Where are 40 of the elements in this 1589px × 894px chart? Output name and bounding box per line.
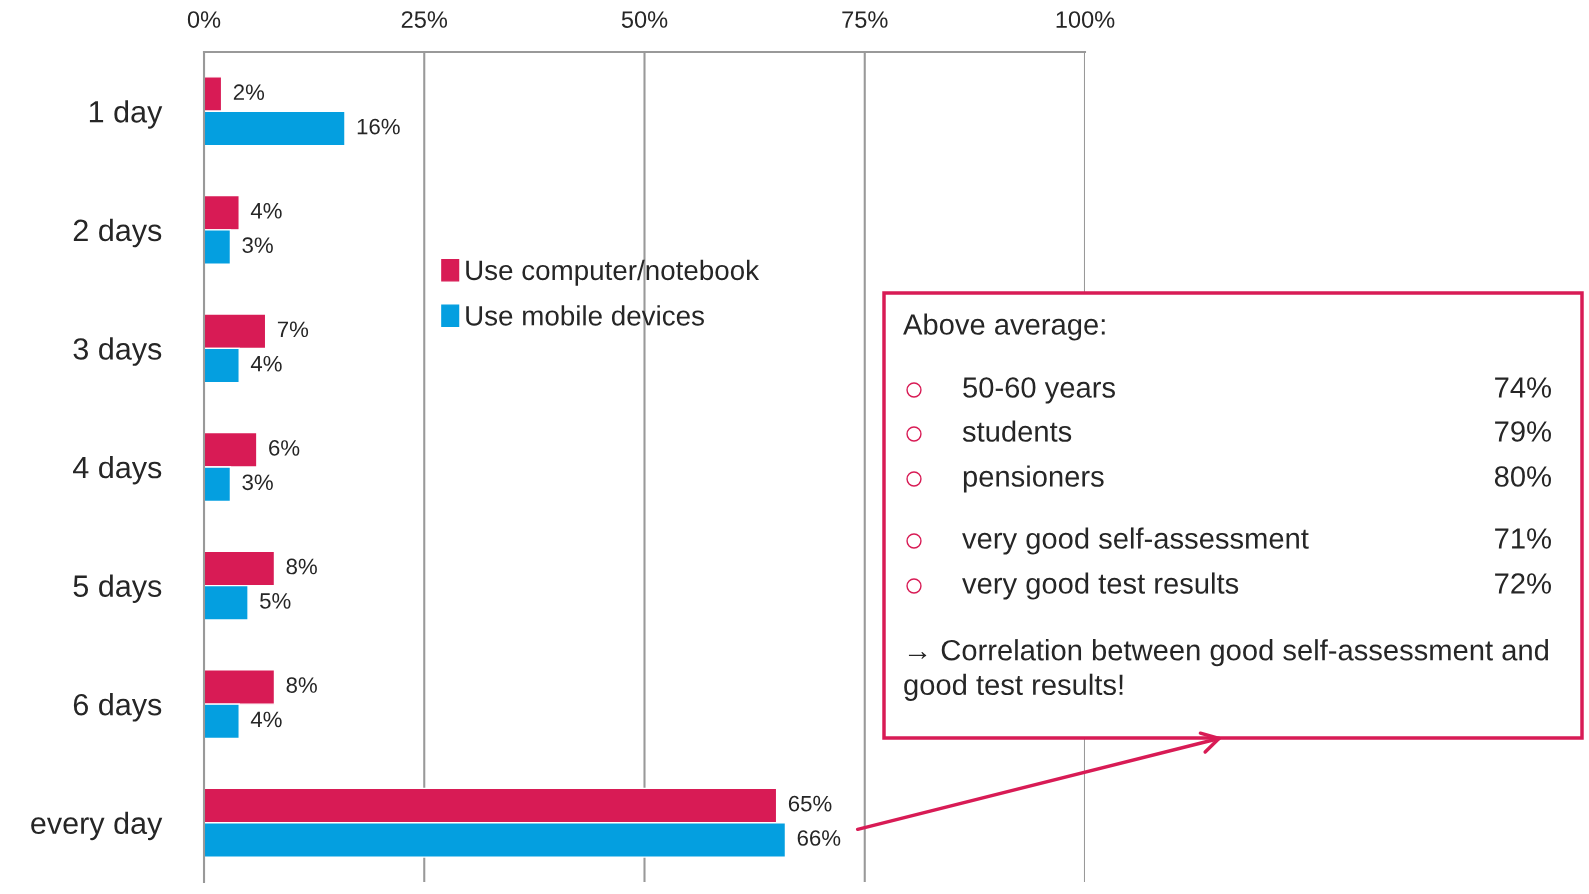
legend-label: Use mobile devices [466,305,704,326]
text: 79% [1495,421,1551,442]
data-label: 8% [286,558,317,575]
x-tick-label: 100% [1056,11,1115,28]
y-tick-label: 6 days [73,693,162,722]
x-tick-label: 50% [621,11,668,28]
data-label: 65% [788,795,832,812]
y-tick-label: 5 days [73,574,162,603]
data-label: 4% [250,202,282,219]
y-tick-label: 2 days [73,218,162,248]
y-tick-label: 4 days [73,455,162,485]
data-label: 8% [286,677,317,693]
y-tick-label: 3 days [73,337,162,366]
data-label: 2% [233,84,265,100]
annotation: very good self-assessment [962,527,1309,555]
annotation: Above average: [903,313,1105,341]
text: 72% [1495,573,1551,594]
text: 71% [1495,528,1551,549]
y-tick-label: 1 day [89,100,163,129]
data-label: 4% [250,355,282,372]
annotation: very good test results [962,572,1239,600]
data-label: 6% [269,440,300,456]
text: 80% [1494,466,1551,487]
data-label: 66% [797,830,841,846]
data-label: 3% [242,237,273,254]
annotation: students [962,420,1072,442]
annotation: pensioners [963,465,1104,493]
text: 74% [1495,377,1551,398]
annotation: 50-60 years [963,377,1115,404]
x-tick-label: 25% [401,11,448,28]
x-tick-label: 75% [842,11,888,28]
data-label: 7% [277,321,309,338]
legend-label: Use computer/notebook [466,259,760,286]
data-label: 4% [250,711,282,728]
annotation: → Correlation between good self-assessment and good test results! [904,639,1548,701]
y-tick-label: every day [31,811,163,841]
data-label: 3% [242,474,273,491]
data-label: 5% [260,593,291,609]
x-tick-label: 0% [187,11,221,28]
data-label: 16% [357,118,400,135]
